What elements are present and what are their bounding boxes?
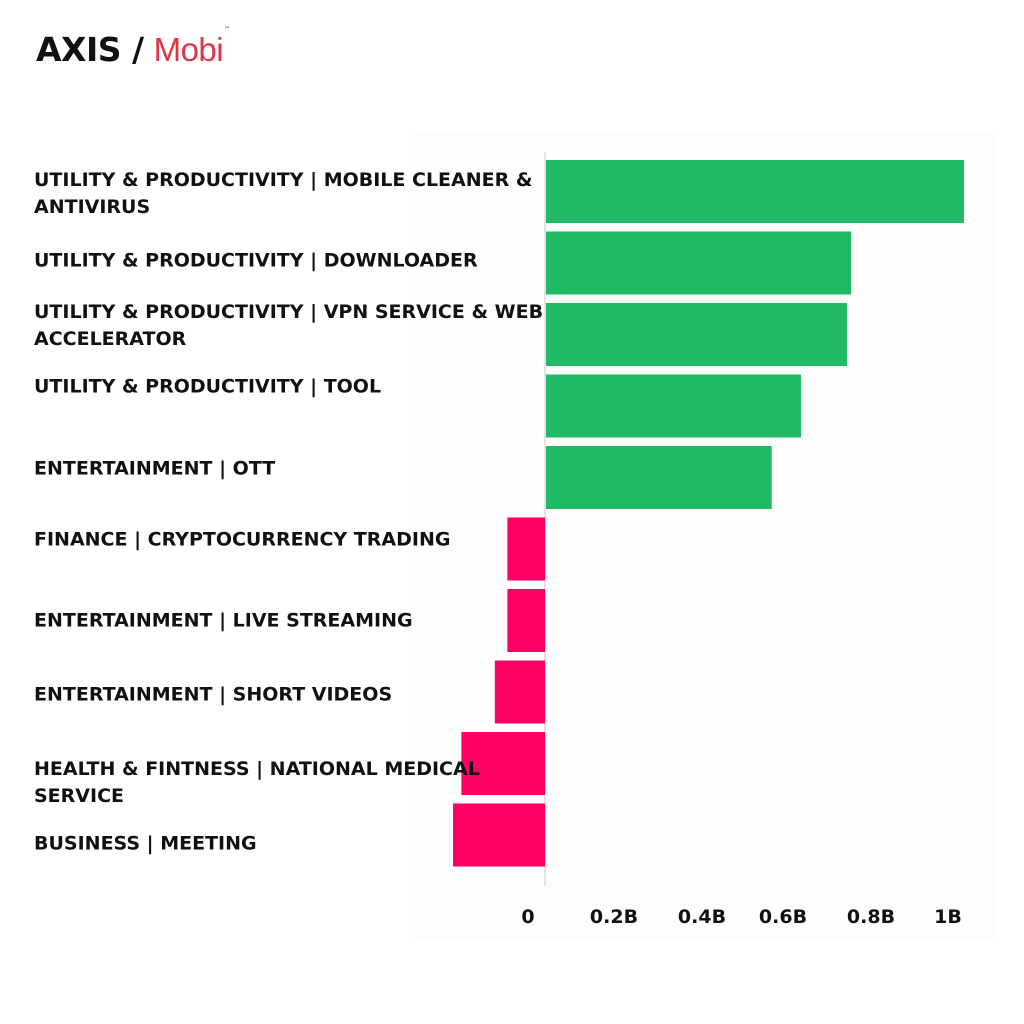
bar (546, 160, 964, 223)
logo-trademark: ™ (224, 26, 230, 33)
category-label: FINANCE | CRYPTOCURRENCY TRADING (34, 528, 451, 551)
x-tick-label: 0.2B (589, 906, 639, 928)
x-tick-label: 0.6B (758, 906, 808, 928)
x-tick-label: 0.4B (677, 906, 727, 928)
category-label: HEALTH & FINTNESS | NATIONAL MEDICAL SER… (34, 758, 480, 807)
bar (461, 732, 545, 795)
bar (546, 303, 847, 366)
category-label: UTILITY & PRODUCTIVITY | DOWNLOADER (34, 249, 478, 272)
category-label: ENTERTAINMENT | SHORT VIDEOS (34, 683, 393, 706)
category-label: UTILITY & PRODUCTIVITY | VPN SERVICE & W… (34, 301, 544, 350)
bar (507, 589, 545, 652)
bar (494, 660, 545, 724)
x-tick-label: 1B (934, 906, 962, 928)
bar (546, 231, 852, 295)
logo-mobi: Mobi (153, 31, 224, 68)
category-label: ENTERTAINMENT | LIVE STREAMING (34, 609, 413, 632)
x-tick-label: 0.8B (846, 906, 896, 928)
logo-axis: AXIS / (36, 30, 144, 69)
category-label: BUSINESS | MEETING (34, 832, 257, 855)
bar (453, 803, 545, 867)
category-label: ENTERTAINMENT | OTT (34, 457, 276, 480)
logo: AXIS / Mobi ™ (36, 26, 230, 69)
category-label: UTILITY & PRODUCTIVITY | MOBILE CLEANER … (34, 169, 533, 218)
bar (507, 517, 545, 581)
category-label: UTILITY & PRODUCTIVITY | TOOL (34, 375, 382, 398)
bar (546, 446, 772, 509)
x-tick-label: 0 (521, 906, 535, 928)
bar (546, 374, 801, 438)
